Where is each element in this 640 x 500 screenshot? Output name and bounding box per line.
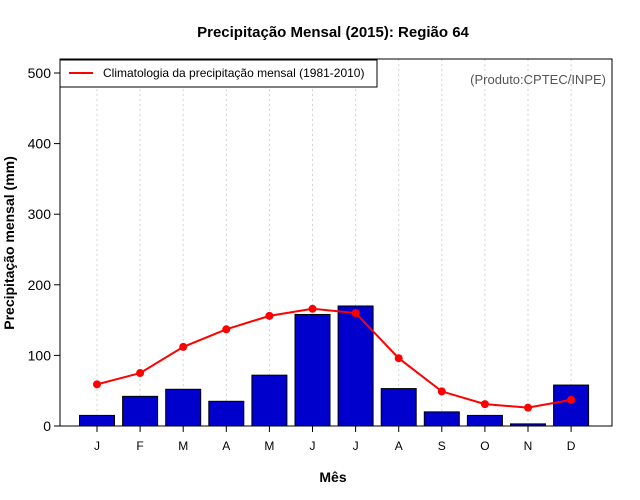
climatology-point-9 <box>480 400 489 409</box>
x-tick-label: J <box>353 439 359 453</box>
chart-title: Precipitação Mensal (2015): Região 64 <box>197 24 469 41</box>
y-tick-label: 0 <box>43 418 51 434</box>
climatology-point-5 <box>308 304 317 313</box>
x-tick-label: N <box>524 439 533 453</box>
y-axis-label: Precipitação mensal (mm) <box>1 156 17 330</box>
legend-box <box>59 59 378 88</box>
x-tick-label: F <box>136 439 143 453</box>
bar-8 <box>423 411 460 427</box>
product-annotation: (Produto:CPTEC/INPE) <box>470 72 606 87</box>
bar-1 <box>122 395 159 427</box>
x-tick-label: D <box>567 439 576 453</box>
bar-6 <box>337 305 374 427</box>
legend: Climatologia da precipitação mensal (198… <box>59 59 378 88</box>
climatology-point-11 <box>567 395 576 404</box>
bar-5 <box>294 313 331 427</box>
x-tick-label: J <box>94 439 100 453</box>
y-tick-label: 300 <box>28 206 52 222</box>
climatology-point-10 <box>524 403 532 412</box>
plot-frame <box>59 58 613 427</box>
climatology-point-3 <box>222 325 231 334</box>
climatology-point-4 <box>265 311 274 320</box>
bar-3 <box>208 400 245 427</box>
y-tick-label: 200 <box>28 277 52 293</box>
bar-0 <box>79 414 115 427</box>
x-tick-label: A <box>222 439 230 453</box>
climatology-point-1 <box>136 369 145 378</box>
y-axis: 0 100 200 300 400 500 <box>28 65 60 434</box>
x-tick-label: A <box>395 439 403 453</box>
x-tick-label: M <box>178 439 188 453</box>
x-tick-label: S <box>438 439 446 453</box>
x-tick-label: M <box>264 439 274 453</box>
bars <box>79 305 590 427</box>
bar-4 <box>251 374 288 427</box>
bar-9 <box>466 414 503 427</box>
bar-11 <box>553 384 590 427</box>
grid-lines <box>96 59 572 426</box>
climatology-point-8 <box>437 387 446 396</box>
climatology-polyline <box>96 307 572 409</box>
climatology-points <box>93 304 576 412</box>
climatology-point-7 <box>394 354 403 363</box>
y-tick-label: 400 <box>28 136 52 152</box>
y-tick-label: 500 <box>28 65 52 81</box>
y-tick-label: 100 <box>28 347 52 363</box>
x-axis-label: Mês <box>319 469 346 485</box>
x-tick-label: O <box>480 439 489 453</box>
climatology-point-0 <box>93 380 101 389</box>
bar-2 <box>165 388 202 427</box>
x-tick-label: J <box>310 439 316 453</box>
bar-7 <box>380 388 417 427</box>
climatology-point-6 <box>351 309 360 318</box>
legend-label: Climatologia da precipitação mensal (198… <box>103 66 364 80</box>
climatology-line <box>96 307 572 409</box>
climatology-point-2 <box>179 342 188 351</box>
